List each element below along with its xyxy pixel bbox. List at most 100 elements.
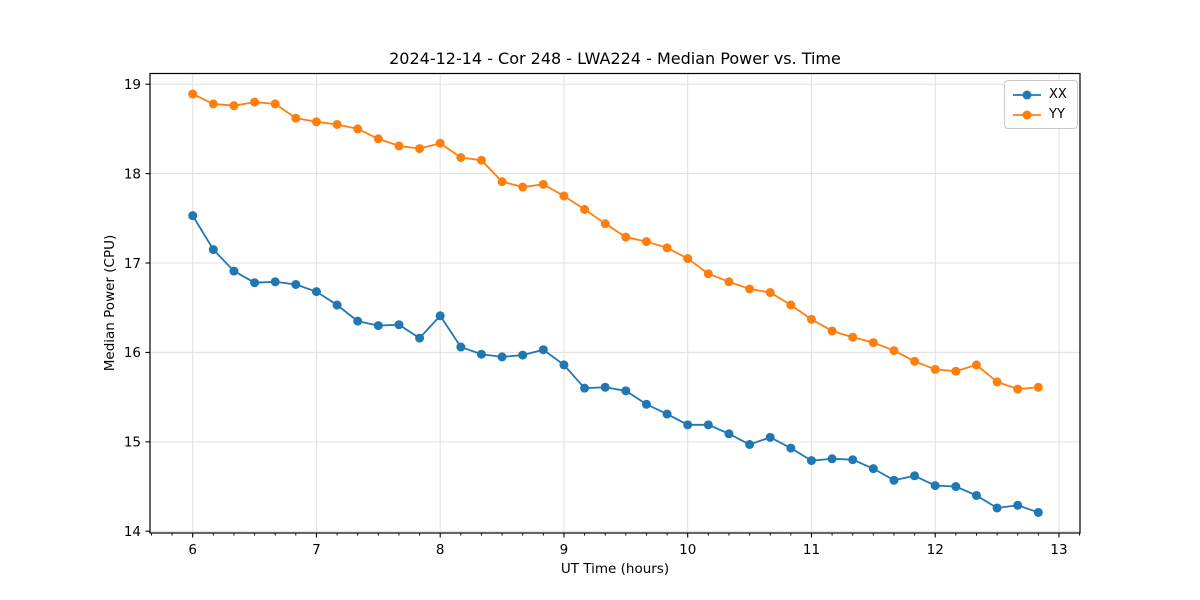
series-xx-marker bbox=[208, 245, 218, 255]
series-yy-marker bbox=[188, 89, 198, 99]
series-yy-marker bbox=[1033, 382, 1043, 392]
x-tick-label: 11 bbox=[803, 542, 820, 558]
series-xx-marker bbox=[1033, 507, 1043, 517]
series-xx-marker bbox=[394, 320, 404, 330]
legend-entry-xx: XX bbox=[1012, 85, 1067, 104]
series-xx-marker bbox=[250, 278, 260, 288]
series-xx-marker bbox=[910, 471, 920, 481]
series-yy-marker bbox=[703, 269, 713, 279]
legend-label-yy: YY bbox=[1049, 107, 1065, 122]
x-tick-label: 8 bbox=[436, 542, 445, 558]
series-xx-marker bbox=[786, 443, 796, 453]
series-yy-marker bbox=[621, 232, 631, 242]
legend-xx-line-marker-icon bbox=[1013, 90, 1041, 99]
series-xx-marker bbox=[373, 321, 383, 331]
x-tick-label: 13 bbox=[1050, 542, 1067, 558]
series-xx-marker bbox=[600, 382, 610, 392]
series-yy-marker bbox=[476, 155, 486, 165]
legend: XX YY bbox=[1004, 80, 1078, 129]
series-yy-marker bbox=[435, 138, 445, 148]
x-tick-label: 9 bbox=[560, 542, 569, 558]
series-yy-marker bbox=[518, 182, 528, 192]
series-xx-marker bbox=[353, 316, 363, 326]
series-yy-marker bbox=[394, 141, 404, 151]
series-yy-marker bbox=[497, 177, 507, 187]
x-tick-label: 10 bbox=[679, 542, 696, 558]
series-yy-marker bbox=[786, 300, 796, 310]
series-xx-marker bbox=[435, 311, 445, 321]
series-xx-marker bbox=[971, 490, 981, 500]
y-tick-label: 14 bbox=[124, 524, 141, 540]
series-yy-marker bbox=[951, 366, 961, 376]
series-yy-marker bbox=[538, 179, 548, 189]
series-xx-marker bbox=[229, 266, 239, 276]
y-tick-label: 16 bbox=[124, 345, 141, 361]
series-xx-marker bbox=[456, 342, 466, 352]
legend-label-xx: XX bbox=[1049, 87, 1067, 102]
series-yy-marker bbox=[910, 356, 920, 366]
legend-entry-yy: YY bbox=[1012, 105, 1067, 124]
y-tick-label: 17 bbox=[124, 256, 141, 272]
y-tick-label: 19 bbox=[124, 77, 141, 93]
legend-yy-line-marker-icon bbox=[1013, 110, 1041, 119]
series-xx-marker bbox=[806, 456, 816, 466]
series-yy-marker bbox=[559, 191, 569, 201]
series-xx-marker bbox=[745, 439, 755, 449]
series-yy-marker bbox=[311, 117, 321, 127]
series-xx-marker bbox=[1013, 500, 1023, 510]
series-yy-line bbox=[192, 93, 1039, 390]
series-yy-marker bbox=[1013, 384, 1023, 394]
series-yy-marker bbox=[641, 237, 651, 247]
series-xx-marker bbox=[848, 455, 858, 465]
series-xx-marker bbox=[992, 503, 1002, 513]
series-xx-marker bbox=[538, 345, 548, 355]
series-xx-marker bbox=[476, 349, 486, 359]
series-yy-marker bbox=[745, 284, 755, 294]
series-yy-marker bbox=[250, 97, 260, 107]
series-xx-marker bbox=[270, 277, 280, 287]
series-yy-marker bbox=[373, 134, 383, 144]
plot-border bbox=[149, 72, 1081, 534]
x-axis-label: UT Time (hours) bbox=[560, 561, 670, 577]
series-yy-marker bbox=[827, 326, 837, 336]
series-yy-marker bbox=[229, 101, 239, 111]
series-yy-marker bbox=[868, 338, 878, 348]
series-yy-marker bbox=[971, 360, 981, 370]
x-tick-label: 7 bbox=[312, 542, 321, 558]
series-xx-marker bbox=[559, 360, 569, 370]
series-xx-marker bbox=[580, 383, 590, 393]
series-xx-marker bbox=[332, 300, 342, 310]
series-xx-marker bbox=[415, 333, 425, 343]
chart-title: 2024-12-14 - Cor 248 - LWA224 - Median P… bbox=[389, 49, 841, 68]
series-xx-marker bbox=[662, 409, 672, 419]
series-yy-marker bbox=[332, 119, 342, 129]
series-xx-marker bbox=[291, 279, 301, 289]
series-xx-marker bbox=[518, 350, 528, 360]
series-yy-marker bbox=[580, 204, 590, 214]
series-yy-marker bbox=[724, 277, 734, 287]
series-xx-marker bbox=[724, 429, 734, 439]
series-yy-marker bbox=[291, 113, 301, 123]
y-axis-label: Median Power (CPU) bbox=[102, 234, 118, 372]
series-xx-marker bbox=[868, 464, 878, 474]
series-yy-marker bbox=[353, 124, 363, 134]
series-xx-marker bbox=[311, 287, 321, 297]
series-yy-marker bbox=[992, 377, 1002, 387]
series-xx-marker bbox=[621, 386, 631, 396]
x-tick-label: 6 bbox=[188, 542, 197, 558]
series-yy-marker bbox=[848, 332, 858, 342]
series-yy-marker bbox=[270, 99, 280, 109]
series-yy-marker bbox=[889, 346, 899, 356]
series-xx-marker bbox=[827, 454, 837, 464]
series-yy-marker bbox=[600, 219, 610, 229]
x-tick-label: 12 bbox=[927, 542, 944, 558]
series-xx-marker bbox=[683, 420, 693, 430]
series-yy-marker bbox=[806, 314, 816, 324]
series-xx-marker bbox=[703, 420, 713, 430]
series-xx-marker bbox=[497, 352, 507, 362]
y-tick-label: 18 bbox=[124, 166, 141, 182]
series-xx-marker bbox=[641, 399, 651, 409]
series-xx-marker bbox=[930, 481, 940, 491]
